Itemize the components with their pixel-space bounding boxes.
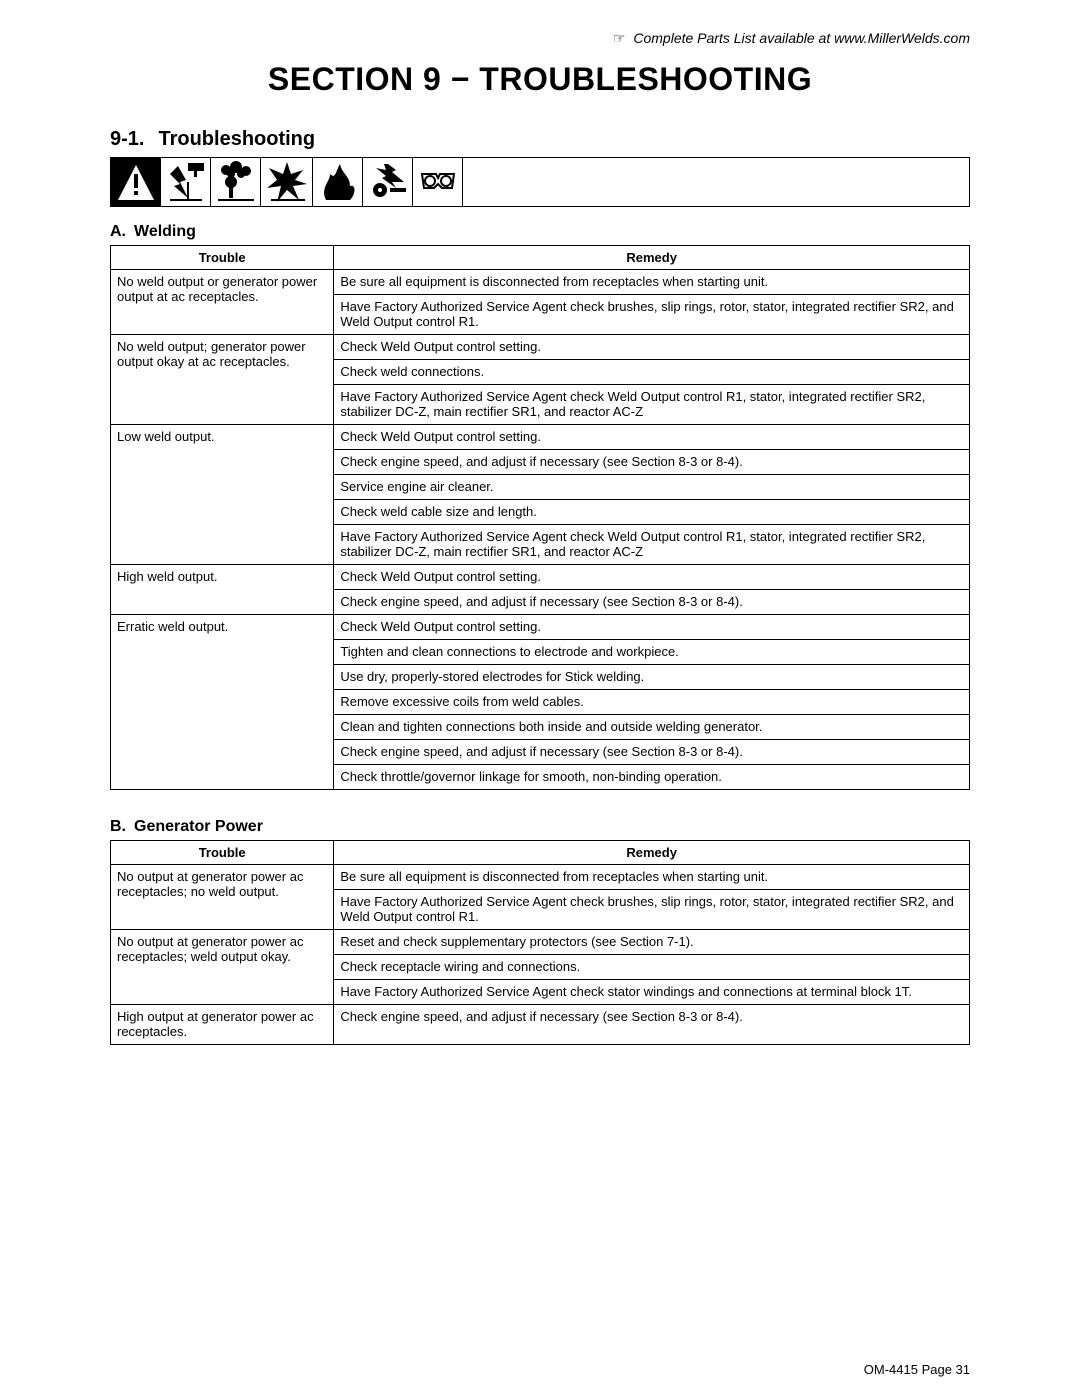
moving-parts-icon (363, 158, 413, 206)
electric-shock-icon (161, 158, 211, 206)
col-header-trouble: Trouble (111, 246, 334, 270)
cell-remedy: Check Weld Output control setting. (334, 565, 970, 590)
table-row: High weld output.Check Weld Output contr… (111, 565, 970, 590)
cell-remedy: Check engine speed, and adjust if necess… (334, 450, 970, 475)
subsection-name: Troubleshooting (158, 128, 315, 150)
subsection-title: 9-1. Troubleshooting (110, 128, 970, 151)
table-body-welding: No weld output or generator power output… (111, 270, 970, 790)
toxic-fumes-icon (211, 158, 261, 206)
cell-trouble: No weld output or generator power output… (111, 270, 334, 335)
cell-remedy: Use dry, properly-stored electrodes for … (334, 665, 970, 690)
col-header-remedy: Remedy (334, 841, 970, 865)
table-row: High output at generator power ac recept… (111, 1005, 970, 1045)
table-row: No weld output; generator power output o… (111, 335, 970, 360)
read-manual-icon (413, 158, 463, 206)
col-header-remedy: Remedy (334, 246, 970, 270)
table-row: Low weld output.Check Weld Output contro… (111, 425, 970, 450)
cell-remedy: Have Factory Authorized Service Agent ch… (334, 385, 970, 425)
cell-remedy: Check engine speed, and adjust if necess… (334, 740, 970, 765)
cell-remedy: Have Factory Authorized Service Agent ch… (334, 890, 970, 930)
warning-icon (111, 158, 161, 206)
cell-remedy: Clean and tighten connections both insid… (334, 715, 970, 740)
subheader-welding: A. Welding (110, 223, 970, 241)
cell-remedy: Check Weld Output control setting. (334, 615, 970, 640)
troubleshooting-table-welding: Trouble Remedy No weld output or generat… (110, 245, 970, 790)
top-note: ☞ Complete Parts List available at www.M… (110, 30, 970, 47)
cell-trouble: High output at generator power ac recept… (111, 1005, 334, 1045)
cell-remedy: Reset and check supplementary protectors… (334, 930, 970, 955)
subheader-prefix-b: B. (110, 818, 126, 835)
cell-remedy: Service engine air cleaner. (334, 475, 970, 500)
col-header-trouble: Trouble (111, 841, 334, 865)
cell-remedy: Tighten and clean connections to electro… (334, 640, 970, 665)
cell-remedy: Check Weld Output control setting. (334, 425, 970, 450)
subheader-text-b: Generator Power (134, 818, 263, 835)
cell-remedy: Be sure all equipment is disconnected fr… (334, 270, 970, 295)
icon-strip-filler (463, 158, 969, 206)
cell-remedy: Check weld connections. (334, 360, 970, 385)
cell-remedy: Be sure all equipment is disconnected fr… (334, 865, 970, 890)
cell-remedy: Have Factory Authorized Service Agent ch… (334, 980, 970, 1005)
cell-remedy: Check throttle/governor linkage for smoo… (334, 765, 970, 790)
table-row: No output at generator power ac receptac… (111, 865, 970, 890)
cell-trouble: Erratic weld output. (111, 615, 334, 790)
cell-trouble: No weld output; generator power output o… (111, 335, 334, 425)
cell-remedy: Have Factory Authorized Service Agent ch… (334, 295, 970, 335)
cell-remedy: Check Weld Output control setting. (334, 335, 970, 360)
cell-remedy: Check engine speed, and adjust if necess… (334, 1005, 970, 1045)
section-title: SECTION 9 − TROUBLESHOOTING (110, 61, 970, 98)
cell-trouble: No output at generator power ac receptac… (111, 865, 334, 930)
subsection-prefix: 9-1. (110, 128, 144, 150)
subheader-text-a: Welding (134, 223, 196, 240)
table-row: No weld output or generator power output… (111, 270, 970, 295)
cell-remedy: Remove excessive coils from weld cables. (334, 690, 970, 715)
cell-trouble: Low weld output. (111, 425, 334, 565)
pointing-hand-icon: ☞ (613, 30, 626, 46)
cell-remedy: Check receptacle wiring and connections. (334, 955, 970, 980)
explosion-icon (261, 158, 313, 206)
cell-trouble: No output at generator power ac receptac… (111, 930, 334, 1005)
table-row: Erratic weld output.Check Weld Output co… (111, 615, 970, 640)
subheader-prefix-a: A. (110, 223, 126, 240)
subheader-generator: B. Generator Power (110, 818, 970, 836)
troubleshooting-table-generator: Trouble Remedy No output at generator po… (110, 840, 970, 1045)
cell-remedy: Have Factory Authorized Service Agent ch… (334, 525, 970, 565)
table-body-generator: No output at generator power ac receptac… (111, 865, 970, 1045)
cell-remedy: Check weld cable size and length. (334, 500, 970, 525)
cell-remedy: Check engine speed, and adjust if necess… (334, 590, 970, 615)
safety-icon-strip (110, 157, 970, 207)
document-page: ☞ Complete Parts List available at www.M… (0, 0, 1080, 1397)
page-footer: OM-4415 Page 31 (864, 1362, 970, 1377)
cell-trouble: High weld output. (111, 565, 334, 615)
top-note-text: Complete Parts List available at www.Mil… (633, 30, 970, 46)
table-row: No output at generator power ac receptac… (111, 930, 970, 955)
fire-icon (313, 158, 363, 206)
